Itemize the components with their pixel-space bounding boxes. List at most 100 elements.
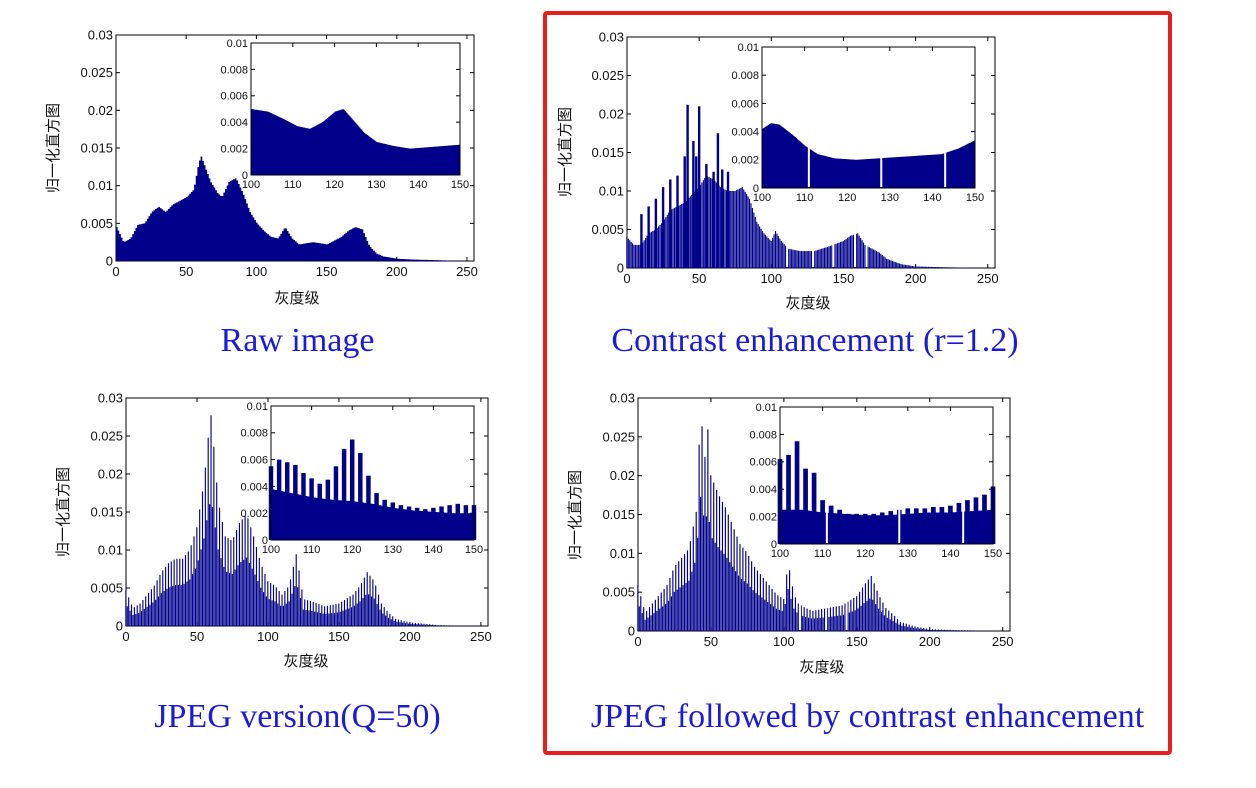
histogram-bar	[964, 630, 966, 631]
inset-xtick-label: 110	[284, 179, 302, 191]
histogram-bar	[170, 561, 172, 626]
histogram-bar	[174, 584, 177, 626]
histogram-bar	[339, 611, 341, 626]
inset-ytick-label: 0.01	[738, 42, 759, 54]
histogram-bar	[331, 613, 333, 626]
main-xtick-label: 50	[704, 634, 718, 649]
histogram-bar	[937, 629, 939, 631]
histogram-bar	[733, 529, 735, 631]
histogram-bar	[714, 542, 716, 631]
histogram-bar	[818, 609, 820, 631]
main-xtick-label: 0	[122, 629, 129, 644]
main-ytick-label: 0	[628, 624, 635, 639]
inset-histogram-bar	[948, 505, 953, 544]
histogram-bar	[739, 543, 741, 631]
histogram-bar	[666, 585, 668, 631]
histogram-bar	[658, 226, 660, 268]
histogram-bar	[931, 629, 934, 631]
histogram-bar	[157, 596, 160, 626]
inset-xtick-label: 150	[966, 192, 984, 204]
histogram-bar	[160, 593, 162, 626]
histogram-bar	[889, 619, 891, 631]
inset-histogram-bar	[406, 506, 412, 540]
histogram-spike	[661, 187, 665, 268]
histogram-bar	[791, 586, 794, 631]
histogram-bar	[250, 527, 252, 626]
histogram-bar	[857, 608, 859, 631]
histogram-bar	[864, 583, 867, 631]
histogram-bar	[904, 626, 906, 631]
histogram-bar	[778, 609, 780, 631]
histogram-bar	[373, 598, 375, 626]
histogram-bar	[248, 563, 250, 626]
histogram-bar	[856, 596, 858, 631]
histogram-bar	[743, 189, 745, 268]
histogram-bar	[936, 630, 938, 631]
histogram-bar	[662, 606, 664, 631]
histogram-bar	[316, 612, 319, 626]
histogram-area	[116, 156, 474, 261]
main-ytick-label: 0.005	[90, 581, 123, 596]
histogram-bar	[823, 247, 826, 268]
histogram-bar	[640, 596, 642, 631]
histogram-bar	[216, 482, 218, 626]
histogram-bar	[200, 549, 202, 626]
inset-histogram-bar	[956, 502, 962, 544]
main-ytick-label: 0.02	[88, 103, 113, 118]
histogram-bar	[761, 597, 763, 631]
main-ytick-label: 0.03	[98, 391, 123, 406]
histogram-bar	[136, 605, 138, 626]
histogram-bar	[834, 616, 836, 631]
histogram-bar	[746, 194, 748, 268]
main-ytick-label: 0.005	[591, 222, 624, 237]
inset-histogram-bar	[285, 462, 290, 540]
histogram-bar	[686, 550, 689, 631]
histogram-bar	[919, 266, 921, 268]
histogram-bar	[688, 580, 690, 631]
histogram-bar	[867, 579, 869, 631]
histogram-bar	[906, 265, 908, 268]
histogram-bar	[747, 196, 749, 268]
histogram-bar	[451, 625, 453, 626]
histogram-bar	[430, 625, 432, 626]
histogram-bar	[292, 566, 294, 626]
histogram-bar	[752, 590, 754, 631]
inset-histogram-area	[251, 109, 460, 175]
histogram-bar	[664, 604, 667, 631]
histogram-bar	[675, 565, 677, 631]
histogram-bar	[379, 609, 381, 626]
histogram-bar	[735, 190, 738, 268]
main-xtick-label: 100	[246, 264, 268, 279]
histogram-bar	[149, 604, 151, 626]
main-ytick-label: 0	[116, 619, 123, 634]
inset-histogram-bar	[414, 507, 420, 540]
main-xtick-label: 150	[846, 634, 868, 649]
inset-histogram-bar	[301, 473, 306, 540]
inset-ytick-label: 0.008	[220, 64, 248, 76]
histogram-bar	[942, 267, 944, 268]
histogram-bar	[784, 603, 786, 631]
histogram-bar	[301, 589, 303, 626]
histogram-bar	[656, 610, 658, 631]
histogram-bar	[243, 559, 245, 626]
histogram-spike	[669, 179, 672, 268]
histogram-bar	[182, 558, 184, 626]
main-xtick-label: 50	[692, 271, 706, 286]
histogram-bar	[741, 187, 743, 268]
histogram-bar	[950, 630, 953, 631]
inset-histogram-bar	[913, 508, 919, 544]
inset-histogram-bar	[341, 448, 347, 540]
histogram-bar	[372, 579, 374, 626]
histogram-bar	[824, 608, 826, 631]
histogram-bar	[860, 237, 862, 268]
histogram-bar	[936, 267, 938, 268]
inset-xtick-label: 100	[771, 548, 789, 560]
histogram-bar	[685, 582, 687, 631]
histogram-bar	[190, 545, 192, 626]
histogram-bar	[238, 522, 240, 626]
inset-xtick-label: 120	[343, 544, 361, 556]
histogram-bar	[767, 601, 769, 631]
histogram-bar	[179, 558, 181, 626]
histogram-bar	[255, 547, 258, 626]
histogram-bar	[653, 230, 655, 268]
